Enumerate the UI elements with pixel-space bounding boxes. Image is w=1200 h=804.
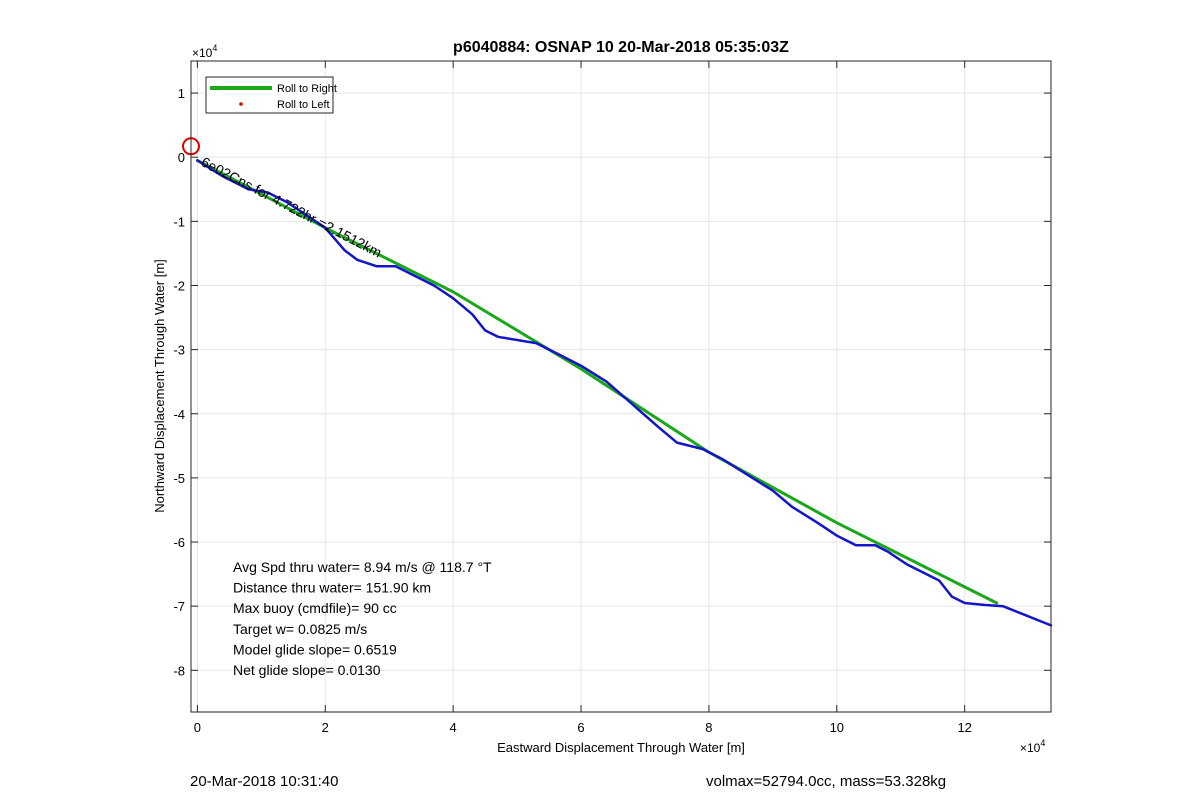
x-exponent-label: ×104 xyxy=(1020,738,1045,755)
y-tick-label: -1 xyxy=(173,214,185,229)
y-exponent-power: 4 xyxy=(212,43,217,53)
x-tick-label: 0 xyxy=(194,720,201,735)
x-tick-label: 10 xyxy=(830,720,844,735)
annotation-line: Distance thru water= 151.90 km xyxy=(233,580,431,596)
x-tick-label: 12 xyxy=(957,720,971,735)
y-exponent-base: ×10 xyxy=(192,46,213,60)
x-tick-label: 8 xyxy=(705,720,712,735)
y-tick-label: -5 xyxy=(173,471,185,486)
plot-frame xyxy=(190,60,1052,713)
footer-timestamp: 20-Mar-2018 10:31:40 xyxy=(190,773,339,790)
x-tick-label: 2 xyxy=(322,720,329,735)
y-exponent-label: ×104 xyxy=(192,43,217,60)
legend-swatch-roll-left xyxy=(239,102,243,106)
grid xyxy=(191,61,1051,712)
chart-title: p6040884: OSNAP 10 20-Mar-2018 05:35:03Z xyxy=(453,39,789,56)
legend-label-roll-right: Roll to Right xyxy=(277,83,337,95)
annotation-line: Model glide slope= 0.6519 xyxy=(233,641,397,657)
y-tick-label: -7 xyxy=(173,599,185,614)
y-tick-label: 0 xyxy=(178,150,185,165)
stats-annotations: Avg Spd thru water= 8.94 m/s @ 118.7 °T D… xyxy=(233,559,492,678)
legend-box xyxy=(205,76,334,114)
x-axis-label: Eastward Displacement Through Water [m] xyxy=(497,740,745,755)
y-tick-label: -4 xyxy=(173,407,185,422)
legend: Roll to Right Roll to Left xyxy=(205,76,337,114)
annotation-line: Avg Spd thru water= 8.94 m/s @ 118.7 °T xyxy=(233,559,492,575)
legend-label-roll-left: Roll to Left xyxy=(277,99,330,111)
x-tick-label: 4 xyxy=(450,720,457,735)
x-tick-label: 6 xyxy=(577,720,584,735)
y-tick-label: -2 xyxy=(173,278,185,293)
x-exponent-power: 4 xyxy=(1040,738,1045,748)
y-tick-label: 1 xyxy=(178,86,185,101)
plot-area xyxy=(191,61,1051,712)
annotation-line: Net glide slope= 0.0130 xyxy=(233,662,381,678)
y-axis-label: Northward Displacement Through Water [m] xyxy=(152,259,167,513)
annotation-line: Max buoy (cmdfile)= 90 cc xyxy=(233,600,397,616)
y-tick-label: -8 xyxy=(173,663,185,678)
footer-volmax-mass: volmax=52794.0cc, mass=53.328kg xyxy=(706,773,947,790)
y-tick-label: -3 xyxy=(173,343,185,358)
x-exponent-base: ×10 xyxy=(1020,741,1041,755)
y-tick-label: -6 xyxy=(173,535,185,550)
annotation-line: Target w= 0.0825 m/s xyxy=(233,621,367,637)
series-line-trajectory xyxy=(196,159,1053,627)
